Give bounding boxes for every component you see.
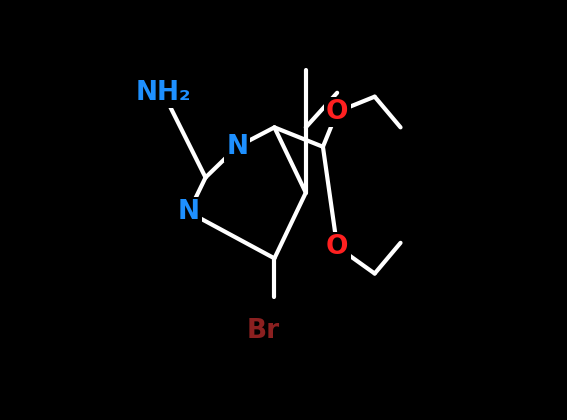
Text: Br: Br [247, 318, 280, 344]
Text: O: O [326, 234, 348, 260]
Text: NH₂: NH₂ [136, 80, 191, 106]
Text: N: N [177, 199, 200, 225]
Text: O: O [326, 99, 348, 125]
Text: N: N [226, 134, 248, 160]
